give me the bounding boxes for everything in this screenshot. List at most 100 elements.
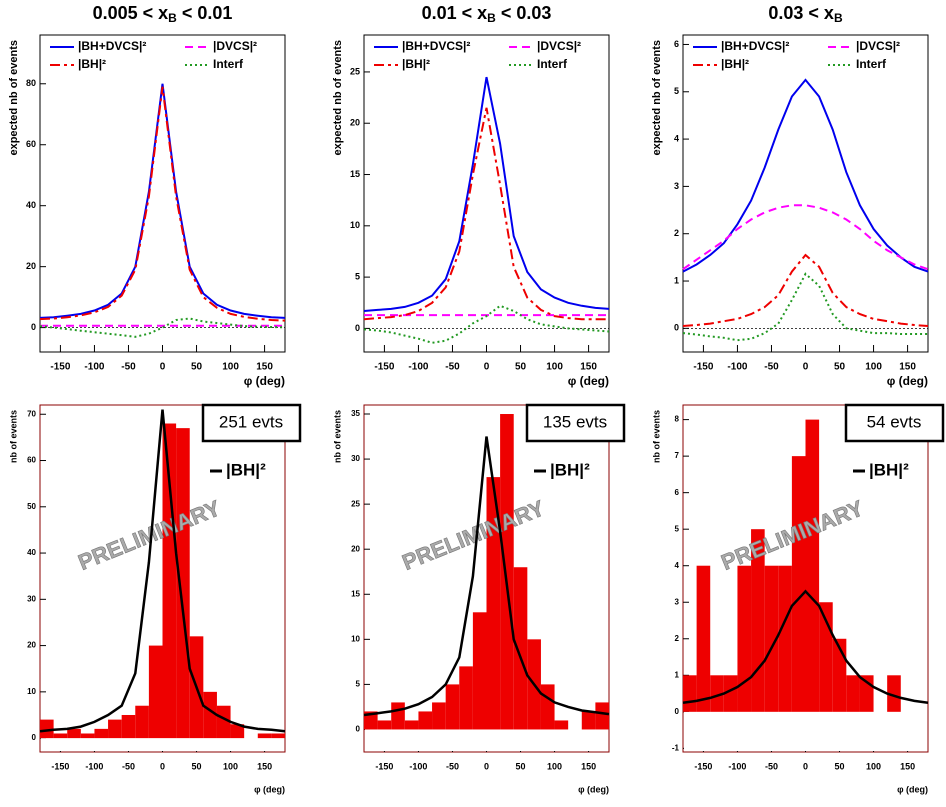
y-tick-label: 1 — [675, 670, 680, 679]
histogram-bar — [723, 675, 738, 712]
y-tick-label: 8 — [675, 415, 680, 424]
y-tick-label: 5 — [674, 86, 679, 96]
legend-label: |BH+DVCS|² — [78, 39, 146, 53]
histogram-bar — [595, 702, 609, 730]
annotation-box — [844, 403, 945, 443]
histogram-bar — [121, 714, 136, 739]
series-line — [682, 253, 929, 327]
series-line — [682, 78, 929, 273]
x-tick-label: 100 — [866, 761, 881, 771]
histogram-bar — [778, 565, 792, 712]
y-tick-label: 0 — [32, 733, 37, 742]
histogram-bar — [108, 719, 122, 739]
chart-title: 0.005 < xB < 0.01 — [93, 3, 233, 25]
title-part: B — [168, 11, 177, 25]
x-tick-label: 150 — [581, 761, 596, 771]
x-axis-label: φ (deg) — [897, 784, 928, 794]
x-tick-label: -50 — [446, 761, 459, 771]
histogram-bar — [203, 691, 217, 739]
histogram-bar — [135, 705, 149, 739]
fit-line — [39, 409, 286, 733]
below-zero — [684, 711, 927, 751]
legend-label: |DVCS|² — [856, 39, 900, 53]
x-tick-label: 150 — [899, 362, 916, 373]
histogram-bar — [764, 565, 779, 712]
x-tick-label: -100 — [408, 362, 428, 373]
x-tick-label: 150 — [580, 362, 597, 373]
legend-label: Interf — [213, 57, 244, 71]
y-tick-label: 7 — [675, 451, 680, 460]
legend-label: |DVCS|² — [537, 39, 581, 53]
x-tick-label: 50 — [191, 362, 203, 373]
y-tick-label: 10 — [351, 634, 360, 643]
series-line — [363, 107, 609, 321]
histogram-bar — [257, 733, 272, 739]
series-line — [682, 204, 929, 271]
y-tick-label: 10 — [27, 687, 36, 696]
x-tick-label: -150 — [50, 362, 70, 373]
histogram-bar — [791, 456, 806, 712]
title-part: B — [487, 11, 496, 25]
y-tick-label: 15 — [351, 589, 360, 598]
y-tick-label: 80 — [26, 78, 36, 88]
histogram-bar — [94, 728, 109, 739]
histogram-bar — [513, 567, 528, 730]
histogram-bar — [418, 711, 433, 730]
below-zero — [41, 738, 284, 751]
histogram-bar — [445, 684, 460, 730]
title-part: 0.005 < x — [93, 3, 169, 23]
y-tick-label: 50 — [27, 502, 36, 511]
annotation-box — [525, 403, 626, 443]
x-tick-label: -100 — [727, 362, 747, 373]
x-tick-label: 50 — [516, 761, 526, 771]
histogram-bar — [737, 565, 752, 712]
x-tick-label: 0 — [484, 761, 489, 771]
histogram-bar — [67, 728, 81, 739]
y-tick-label: 20 — [27, 641, 36, 650]
histogram-bar — [500, 414, 514, 730]
legend-label: |BH|² — [226, 460, 266, 479]
y-tick-label: 10 — [350, 220, 360, 230]
y-tick-label: 0 — [356, 725, 361, 734]
y-tick-label: 25 — [351, 499, 360, 508]
legend-label: |BH|² — [550, 460, 590, 479]
x-tick-label: 50 — [834, 362, 846, 373]
y-tick-label: 25 — [350, 66, 360, 76]
histogram-bar — [486, 477, 501, 730]
x-tick-label: 0 — [803, 362, 809, 373]
x-tick-label: 100 — [547, 761, 562, 771]
plot-frame — [363, 34, 610, 353]
x-tick-label: -150 — [693, 362, 713, 373]
annotation: 54 evts — [867, 412, 922, 431]
legend-label: |BH+DVCS|² — [402, 39, 470, 53]
histogram-bar — [230, 724, 245, 739]
y-tick-label: 60 — [27, 456, 36, 465]
x-tick-label: 100 — [546, 362, 563, 373]
x-tick-label: -100 — [85, 761, 103, 771]
y-tick-label: 6 — [674, 39, 679, 49]
histogram-bar — [710, 675, 724, 712]
x-tick-label: -50 — [765, 761, 778, 771]
y-tick-label: 0 — [675, 707, 680, 716]
plot-frame — [39, 34, 286, 353]
x-tick-label: -100 — [409, 761, 427, 771]
histogram-bar — [432, 702, 446, 730]
title-part: 0.03 < x — [768, 3, 834, 23]
annotation: 251 evts — [219, 412, 283, 431]
y-tick-label: 4 — [674, 133, 679, 143]
y-tick-label: 35 — [351, 409, 360, 418]
series-line — [39, 83, 286, 319]
x-tick-label: 50 — [192, 761, 202, 771]
histogram-bar — [846, 675, 860, 712]
legend-label: |BH|² — [869, 460, 909, 479]
y-tick-label: 30 — [27, 594, 36, 603]
histogram-bar — [696, 565, 711, 712]
x-tick-label: 150 — [256, 362, 273, 373]
histogram-bar — [683, 675, 697, 712]
y-axis-label: expected nb of events — [332, 40, 344, 156]
histogram-bar — [176, 428, 190, 739]
x-tick-label: 0 — [160, 761, 165, 771]
y-tick-label: -1 — [672, 743, 680, 752]
series-line — [39, 86, 286, 322]
legend-label: Interf — [856, 57, 887, 71]
